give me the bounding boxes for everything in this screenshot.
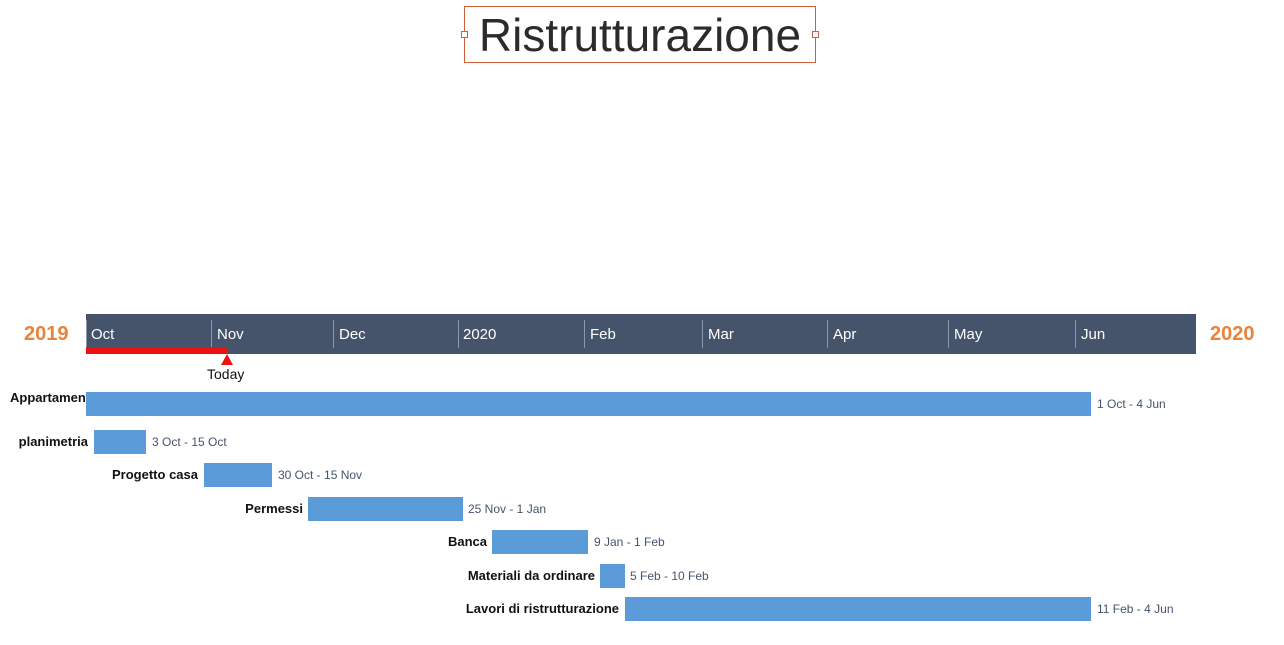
start-year-label: 2019 bbox=[24, 323, 69, 345]
today-marker-icon[interactable] bbox=[221, 354, 233, 365]
resize-handle-left[interactable] bbox=[461, 30, 468, 38]
task-bar-progetto-casa[interactable] bbox=[204, 463, 272, 487]
task-label-permessi[interactable]: Permessi bbox=[245, 501, 303, 516]
task-bar-materiali-da-ordinare[interactable] bbox=[600, 564, 625, 588]
month-label: May bbox=[954, 326, 983, 343]
month-tick bbox=[827, 320, 828, 348]
timescale-bar[interactable]: Oct Nov Dec 2020 Feb Mar Apr May Jun bbox=[86, 314, 1196, 354]
month-label: Dec bbox=[339, 326, 366, 343]
month-tick bbox=[333, 320, 334, 348]
month-tick bbox=[211, 320, 212, 348]
month-label: Jun bbox=[1081, 326, 1106, 343]
month-label: Nov bbox=[217, 326, 244, 343]
month-label: Feb bbox=[590, 326, 616, 343]
task-dates: 30 Oct - 15 Nov bbox=[278, 468, 363, 482]
page-title[interactable]: Ristrutturazione bbox=[478, 8, 802, 61]
month-label: Apr bbox=[833, 326, 857, 343]
month-label: Oct bbox=[91, 326, 115, 343]
month-label: Mar bbox=[708, 326, 734, 343]
month-tick bbox=[702, 320, 703, 348]
today-label: Today bbox=[207, 366, 245, 382]
task-bar-planimetria[interactable] bbox=[94, 430, 146, 454]
task-label-appartamento[interactable]: Appartamento bbox=[10, 390, 99, 405]
task-dates: 9 Jan - 1 Feb bbox=[594, 535, 665, 549]
task-bar-appartamento[interactable] bbox=[86, 392, 1091, 416]
title-box[interactable]: Ristrutturazione bbox=[461, 6, 819, 63]
task-label-lavori-di-ristrutturazione[interactable]: Lavori di ristrutturazione bbox=[465, 601, 619, 616]
month-tick bbox=[1075, 320, 1076, 348]
task-bar-lavori-di-ristrutturazione[interactable] bbox=[625, 597, 1091, 621]
month-tick bbox=[86, 320, 87, 348]
task-bar-permessi[interactable] bbox=[308, 497, 463, 521]
end-year-label: 2020 bbox=[1210, 323, 1255, 345]
task-dates: 3 Oct - 15 Oct bbox=[152, 435, 227, 449]
month-tick bbox=[458, 320, 459, 348]
task-dates: 1 Oct - 4 Jun bbox=[1097, 397, 1166, 411]
task-dates: 11 Feb - 4 Jun bbox=[1097, 602, 1174, 616]
month-label: 2020 bbox=[463, 326, 497, 343]
month-tick bbox=[584, 320, 585, 348]
task-dates: 5 Feb - 10 Feb bbox=[630, 569, 709, 583]
task-label-materiali-da-ordinare[interactable]: Materiali da ordinare bbox=[467, 568, 595, 583]
month-tick bbox=[948, 320, 949, 348]
task-label-planimetria[interactable]: planimetria bbox=[18, 434, 88, 449]
task-dates: 25 Nov - 1 Jan bbox=[468, 502, 547, 516]
resize-handle-right[interactable] bbox=[812, 30, 819, 38]
task-label-progetto-casa[interactable]: Progetto casa bbox=[112, 467, 198, 482]
task-bar-banca[interactable] bbox=[492, 530, 588, 554]
task-label-banca[interactable]: Banca bbox=[447, 534, 487, 549]
elapsed-time-bar bbox=[86, 347, 227, 353]
